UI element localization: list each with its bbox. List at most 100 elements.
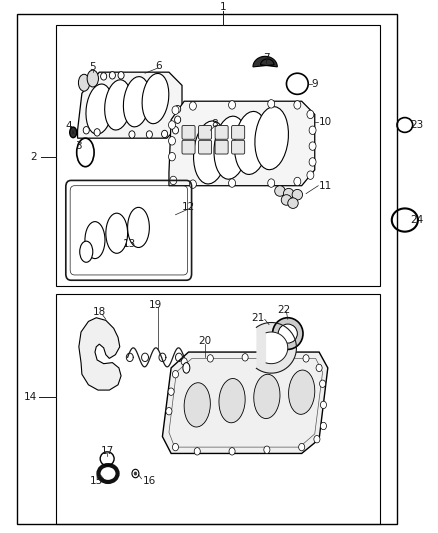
Ellipse shape [162, 130, 168, 138]
Ellipse shape [184, 383, 210, 427]
Ellipse shape [288, 198, 298, 208]
FancyBboxPatch shape [232, 140, 245, 154]
Ellipse shape [294, 101, 301, 109]
Text: 20: 20 [198, 336, 212, 346]
Bar [56, 294, 380, 524]
Text: 24: 24 [410, 215, 424, 225]
Ellipse shape [292, 189, 303, 200]
FancyBboxPatch shape [182, 140, 195, 154]
Ellipse shape [294, 177, 301, 185]
Text: 10: 10 [319, 117, 332, 127]
FancyBboxPatch shape [182, 125, 195, 139]
Ellipse shape [309, 142, 316, 150]
Ellipse shape [181, 358, 187, 365]
Ellipse shape [268, 100, 275, 108]
Ellipse shape [78, 74, 90, 91]
Text: 5: 5 [89, 62, 96, 72]
Text: 9: 9 [312, 79, 318, 89]
Ellipse shape [242, 353, 248, 361]
Text: 17: 17 [101, 446, 114, 456]
FancyBboxPatch shape [198, 125, 212, 139]
Bar [56, 25, 380, 286]
Ellipse shape [105, 80, 131, 130]
Ellipse shape [309, 158, 316, 166]
Ellipse shape [83, 126, 89, 134]
Ellipse shape [286, 73, 308, 94]
Text: 7: 7 [263, 53, 269, 63]
Ellipse shape [70, 127, 77, 138]
Ellipse shape [173, 370, 179, 378]
Ellipse shape [229, 101, 236, 109]
Text: 4: 4 [66, 121, 72, 131]
Ellipse shape [278, 324, 297, 343]
Ellipse shape [219, 378, 245, 423]
Ellipse shape [168, 388, 174, 395]
Ellipse shape [134, 472, 137, 475]
Ellipse shape [189, 102, 196, 110]
Ellipse shape [94, 128, 100, 136]
Ellipse shape [173, 443, 179, 451]
Ellipse shape [169, 152, 176, 161]
Ellipse shape [110, 71, 116, 79]
Text: 21: 21 [251, 313, 265, 323]
Ellipse shape [277, 353, 283, 361]
Polygon shape [169, 101, 315, 185]
Ellipse shape [101, 72, 107, 80]
Ellipse shape [272, 318, 303, 350]
Text: 23: 23 [410, 120, 424, 130]
Ellipse shape [255, 107, 289, 169]
FancyBboxPatch shape [215, 140, 228, 154]
Ellipse shape [214, 116, 247, 179]
Ellipse shape [281, 195, 292, 205]
Polygon shape [79, 318, 121, 390]
Ellipse shape [127, 207, 149, 247]
Ellipse shape [106, 213, 127, 253]
Polygon shape [266, 332, 288, 364]
Ellipse shape [118, 71, 124, 79]
Text: 18: 18 [93, 308, 106, 318]
Ellipse shape [80, 241, 93, 262]
Ellipse shape [77, 138, 94, 167]
Ellipse shape [173, 126, 179, 134]
Ellipse shape [299, 443, 305, 451]
Ellipse shape [321, 422, 326, 430]
Text: 15: 15 [89, 476, 103, 486]
FancyBboxPatch shape [232, 125, 245, 139]
Ellipse shape [234, 111, 268, 174]
Ellipse shape [320, 380, 325, 387]
Ellipse shape [316, 364, 322, 372]
Ellipse shape [129, 131, 135, 138]
Text: 11: 11 [319, 181, 332, 191]
Text: 19: 19 [149, 300, 162, 310]
Ellipse shape [124, 77, 150, 127]
Ellipse shape [166, 408, 172, 415]
Text: 1: 1 [220, 2, 226, 12]
Bar [17, 14, 397, 524]
Ellipse shape [309, 126, 316, 134]
FancyBboxPatch shape [198, 140, 212, 154]
Ellipse shape [86, 84, 113, 134]
Ellipse shape [207, 354, 213, 362]
Ellipse shape [146, 131, 152, 138]
Ellipse shape [85, 222, 105, 259]
Ellipse shape [314, 435, 320, 443]
Ellipse shape [194, 448, 200, 455]
Text: 12: 12 [182, 202, 195, 212]
FancyBboxPatch shape [215, 125, 228, 139]
Polygon shape [256, 322, 297, 373]
Ellipse shape [142, 74, 169, 124]
Ellipse shape [268, 179, 275, 187]
Ellipse shape [183, 362, 190, 373]
Ellipse shape [283, 188, 294, 199]
Text: 3: 3 [75, 141, 82, 151]
Text: 22: 22 [277, 305, 290, 315]
Polygon shape [253, 56, 277, 67]
Ellipse shape [169, 136, 176, 145]
Ellipse shape [172, 106, 179, 115]
Text: 13: 13 [123, 239, 136, 249]
Ellipse shape [307, 171, 314, 180]
Ellipse shape [275, 185, 285, 196]
Ellipse shape [175, 106, 181, 113]
Ellipse shape [254, 374, 280, 418]
Ellipse shape [175, 116, 181, 124]
